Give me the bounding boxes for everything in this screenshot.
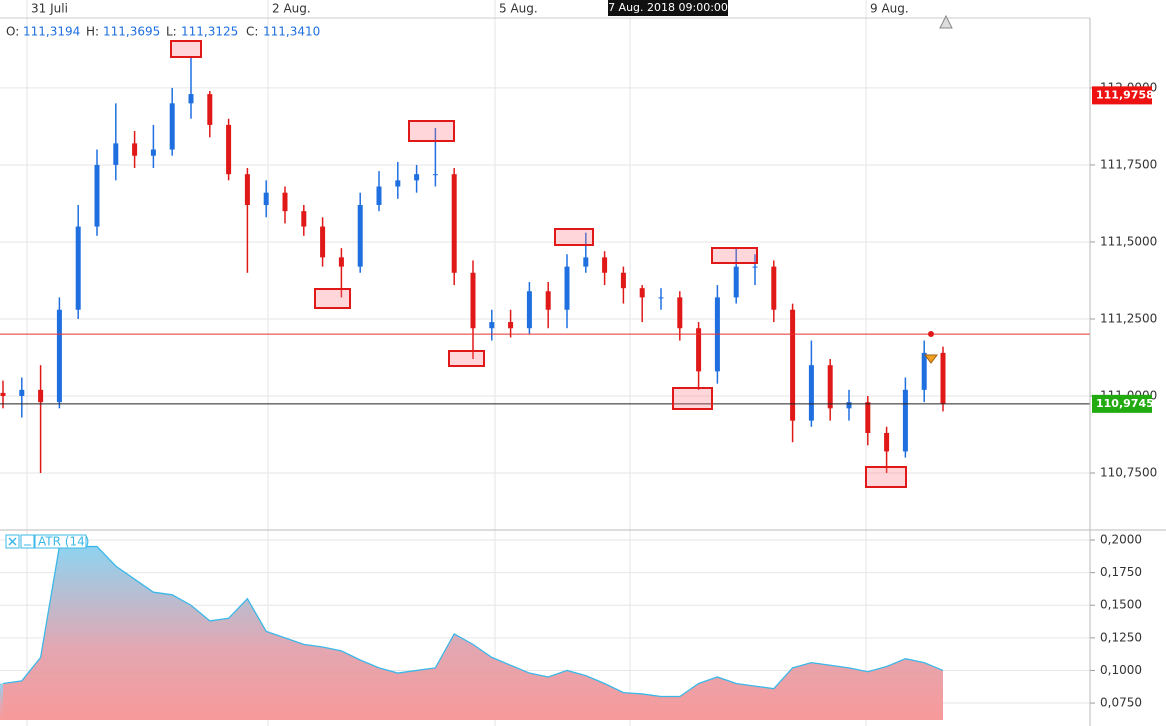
candle-body — [526, 291, 532, 329]
candle-body — [902, 389, 908, 452]
alert-marker — [924, 354, 938, 364]
candle-body — [169, 103, 175, 150]
candle-body — [564, 266, 570, 310]
ohlc-value: 111,3194 — [23, 25, 80, 39]
y-tick-label: 111,5000 — [1100, 234, 1157, 248]
alert-dot — [928, 331, 934, 337]
annotation-box — [554, 228, 594, 246]
close-icon — [8, 537, 17, 546]
candle-body — [395, 180, 401, 187]
candle-body — [301, 211, 307, 227]
candle-body — [357, 204, 363, 267]
candle-body — [451, 174, 457, 273]
candle-body — [56, 309, 62, 403]
date-label: 9 Aug. — [870, 2, 909, 16]
candle-body — [658, 297, 664, 299]
ohlc-label: H: — [86, 25, 99, 39]
candle-body — [282, 192, 288, 212]
price-badge-label: 111,9758 — [1096, 88, 1154, 101]
y-tick-label: 0,1750 — [1100, 565, 1142, 579]
candle-body — [113, 143, 119, 165]
candle-body — [583, 257, 589, 267]
candle-body — [38, 389, 44, 403]
candle-body — [620, 272, 626, 289]
ohlc-label: L: — [166, 25, 177, 39]
price-badge — [1092, 86, 1152, 105]
candle-body — [940, 352, 946, 404]
annotation-box — [314, 288, 351, 309]
price-badge — [1092, 394, 1152, 413]
candle-body — [827, 365, 833, 409]
date-label: 5 Aug. — [499, 2, 538, 16]
candle-body — [489, 322, 495, 329]
y-tick-label: 0,1000 — [1100, 663, 1142, 677]
candle-body — [545, 291, 551, 310]
candle-body — [0, 392, 6, 396]
candle-body — [263, 192, 269, 205]
y-tick-label: 0,0750 — [1100, 696, 1142, 710]
candle-body — [602, 257, 608, 273]
candle-body — [865, 402, 871, 433]
annotation-box — [865, 466, 907, 488]
candle-body — [320, 226, 326, 258]
candle-body — [150, 149, 156, 156]
candle-body — [752, 266, 758, 268]
annotation-box — [672, 387, 713, 410]
indicator-label-box — [34, 534, 87, 549]
crosshair-date-box — [608, 0, 728, 16]
annotations — [170, 40, 907, 488]
atr-line — [2, 545, 944, 698]
date-label: 2 Aug. — [272, 2, 311, 16]
y-tick-label: 0,1500 — [1100, 598, 1142, 612]
annotation-box — [170, 40, 202, 58]
settings-button[interactable] — [20, 534, 35, 549]
ohlc-label: O: — [6, 25, 19, 39]
y-tick-label: 0,1250 — [1100, 630, 1142, 644]
candle-body — [677, 297, 683, 329]
ohlc-label: C: — [246, 25, 258, 39]
candle-body — [414, 174, 420, 181]
candle-body — [508, 322, 514, 329]
ohlc-value: 111,3695 — [103, 25, 160, 39]
candle-body — [884, 432, 890, 452]
ohlc-value: 111,3410 — [263, 25, 320, 39]
scroll-button[interactable] — [939, 14, 953, 29]
candle-body — [808, 365, 814, 421]
candle-body — [470, 272, 476, 329]
indicator-label: ATR (14) — [38, 535, 89, 549]
candle-body — [19, 389, 25, 396]
candle-body — [733, 266, 739, 298]
candle-body — [376, 186, 382, 205]
candle-body — [771, 266, 777, 310]
crosshair-date: 7 Aug. 2018 09:00:00 — [608, 1, 728, 14]
candle-body — [790, 309, 796, 421]
candle-body — [207, 94, 213, 125]
annotation-box — [408, 120, 455, 142]
candle-body — [226, 124, 232, 175]
annotation-box — [448, 350, 485, 367]
candle-body — [75, 226, 81, 310]
date-label: 31 Juli — [31, 2, 68, 16]
candle-body — [639, 288, 645, 298]
y-tick-label: 111,7500 — [1100, 157, 1157, 171]
candle-body — [244, 174, 250, 205]
candle-body — [188, 94, 194, 104]
y-tick-label: 111,2500 — [1100, 311, 1157, 325]
atr-left-fill — [0, 683, 3, 720]
candle-body — [921, 352, 927, 390]
candle-body — [432, 174, 438, 176]
price-badge-label: 110,9745 — [1096, 397, 1154, 410]
candle-body — [338, 257, 344, 267]
candle-body — [696, 328, 702, 372]
candle-body — [132, 143, 138, 156]
candle-body — [94, 164, 100, 227]
atr-area — [3, 546, 943, 720]
y-tick-label: 110,7500 — [1100, 466, 1157, 480]
annotation-box — [711, 247, 758, 264]
y-tick-label: 0,2000 — [1100, 533, 1142, 547]
candle-body — [846, 402, 852, 409]
ohlc-value: 111,3125 — [181, 25, 238, 39]
